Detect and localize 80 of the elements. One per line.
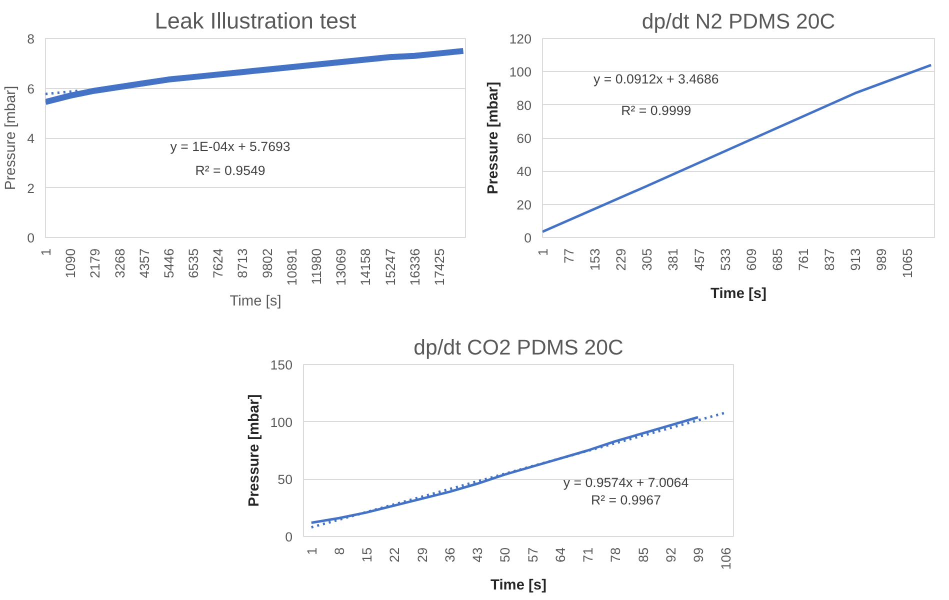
x-tick-label: 13069 <box>334 248 349 286</box>
annotation: y = 0.9574x + 7.0064 <box>563 475 690 490</box>
y-tick-label: 0 <box>285 530 293 544</box>
x-tick-label: 4357 <box>136 248 152 278</box>
x-tick-label: 305 <box>640 248 655 271</box>
x-tick-label: 1090 <box>63 248 78 278</box>
x-tick-label: 609 <box>744 248 759 271</box>
line-series <box>542 64 932 233</box>
y-tick-label: 120 <box>509 32 532 46</box>
x-tick-label: 22 <box>387 547 402 562</box>
y-tick-label: 80 <box>516 98 532 113</box>
x-tick-label: 1 <box>38 248 54 256</box>
x-tick-label: 57 <box>525 547 540 562</box>
y-tick-label: 0 <box>524 230 532 246</box>
y-tick-label: 60 <box>516 131 532 146</box>
x-tick-label: 1065 <box>900 248 916 278</box>
y-tick-label: 20 <box>516 197 532 212</box>
x-tick-label: 5446 <box>161 248 176 278</box>
x-tick-label: 837 <box>822 248 837 271</box>
x-tick-label: 761 <box>796 248 811 271</box>
chart-title: Leak Illustration test <box>154 8 357 34</box>
y-tick-label: 6 <box>27 81 35 96</box>
x-tick-label: 14158 <box>358 248 374 286</box>
x-tick-label: 15 <box>360 547 375 562</box>
x-tick-label: 85 <box>636 547 651 562</box>
y-tick-label: 50 <box>278 472 293 488</box>
x-axis-title: Time [s] <box>490 578 547 594</box>
annotation: y = 0.0912x + 3.4686 <box>594 71 719 86</box>
x-tick-label: 92 <box>663 547 678 562</box>
annotation: R² = 0.9999 <box>621 103 692 118</box>
x-tick-label: 50 <box>498 547 513 562</box>
y-tick-label: 0 <box>27 230 35 246</box>
x-tick-label: 989 <box>874 248 890 271</box>
y-axis-title: Pressure [mbar] <box>3 86 20 190</box>
x-tick-label: 16336 <box>407 248 422 286</box>
x-tick-label: 64 <box>552 546 568 562</box>
annotation: R² = 0.9967 <box>590 492 662 508</box>
x-tick-label: 2179 <box>88 248 103 278</box>
x-tick-label: 78 <box>608 547 624 562</box>
chart-title: dp/dt N2 PDMS 20C <box>642 10 836 34</box>
x-tick-label: 77 <box>562 248 577 264</box>
y-axis-title: Pressure [mbar] <box>485 82 502 194</box>
x-tick-label: 913 <box>848 248 864 271</box>
x-tick-label: 17425 <box>432 248 447 286</box>
x-tick-label: 685 <box>770 248 785 271</box>
annotation: R² = 0.9549 <box>195 162 266 178</box>
y-tick-label: 150 <box>270 358 293 372</box>
x-tick-label: 106 <box>718 547 734 570</box>
x-tick-label: 153 <box>588 248 603 271</box>
y-tick-label: 100 <box>270 414 293 430</box>
x-tick-label: 15247 <box>382 248 398 286</box>
y-axis-title: Pressure [mbar] <box>246 394 262 507</box>
chart-title: dp/dt CO2 PDMS 20C <box>414 336 624 360</box>
x-axis-title: Time [s] <box>230 294 282 310</box>
y-tick-label: 2 <box>27 180 35 196</box>
x-tick-label: 29 <box>414 547 430 562</box>
x-tick-label: 229 <box>614 248 629 271</box>
x-tick-label: 11980 <box>309 248 324 285</box>
x-tick-label: 533 <box>718 248 733 271</box>
x-tick-label: 7624 <box>210 248 226 278</box>
x-tick-label: 99 <box>690 547 706 562</box>
y-tick-label: 4 <box>27 131 36 146</box>
x-tick-label: 3268 <box>112 248 128 278</box>
y-tick-label: 8 <box>27 32 35 46</box>
y-tick-label: 100 <box>509 64 532 80</box>
x-tick-label: 457 <box>692 248 707 271</box>
x-tick-label: 9802 <box>260 248 275 278</box>
annotation: y = 1E-04x + 5.7693 <box>170 138 290 154</box>
x-tick-label: 6535 <box>186 248 202 278</box>
x-tick-label: 8 <box>332 547 348 555</box>
x-tick-label: 381 <box>666 248 681 271</box>
x-tick-label: 71 <box>580 547 596 562</box>
y-tick-label: 40 <box>516 164 532 180</box>
x-tick-label: 1 <box>304 547 320 555</box>
x-tick-label: 43 <box>470 547 486 562</box>
x-axis-title: Time [s] <box>710 286 767 302</box>
x-tick-label: 8713 <box>235 248 250 278</box>
x-tick-label: 1 <box>536 248 550 256</box>
x-tick-label: 36 <box>442 547 458 562</box>
x-tick-label: 10891 <box>284 248 300 286</box>
